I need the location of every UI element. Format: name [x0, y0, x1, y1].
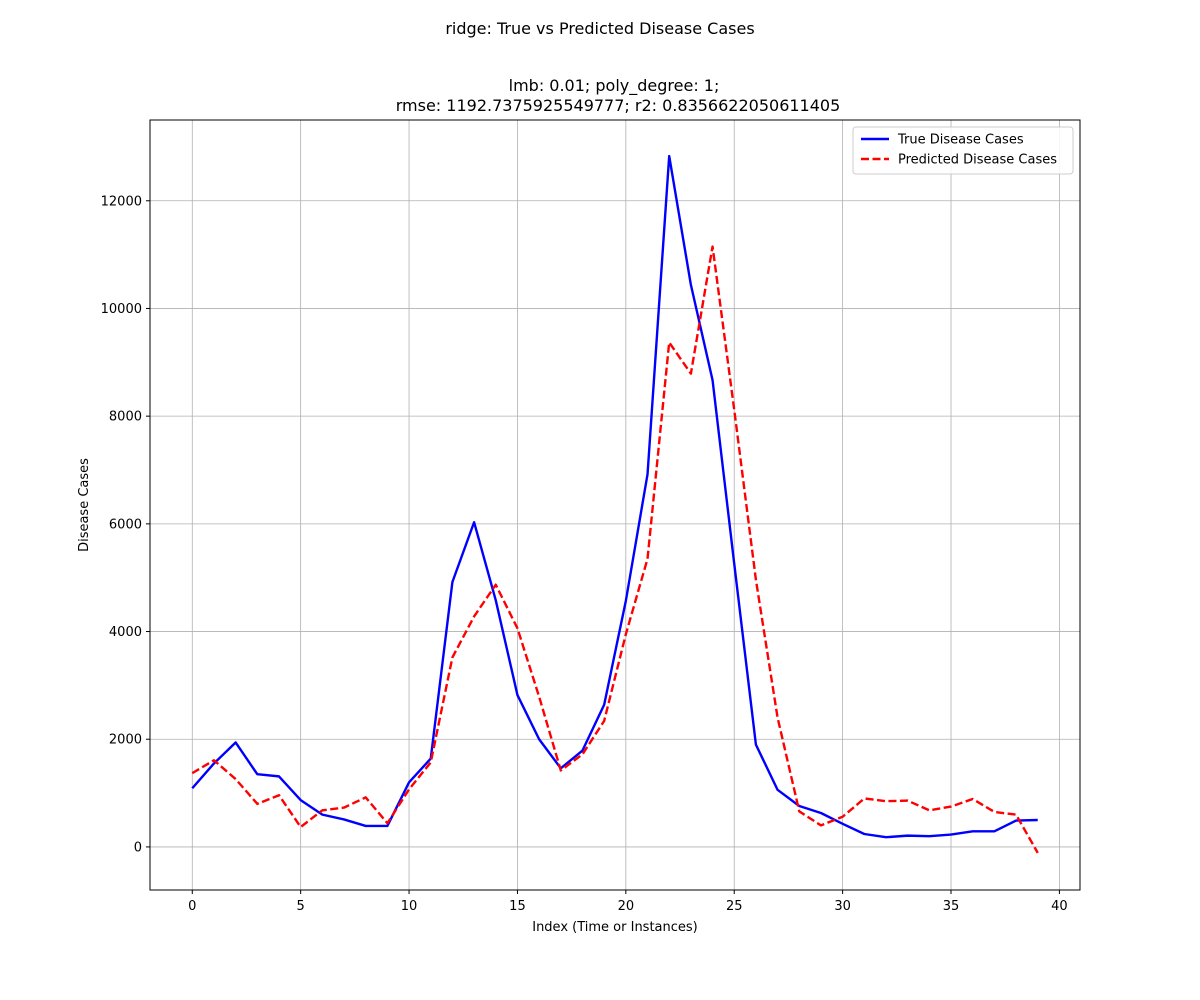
x-tick-label: 5 [297, 899, 305, 914]
chart-suptitle: ridge: True vs Predicted Disease Cases [445, 19, 754, 38]
x-tick-label: 0 [188, 899, 196, 914]
legend: True Disease Cases Predicted Disease Case… [852, 126, 1074, 175]
series-lines [191, 154, 1039, 854]
y-tick-label: 2000 [109, 733, 142, 748]
x-tick-label: 15 [509, 899, 526, 914]
y-axis-label: Disease Cases [77, 458, 92, 552]
series-line-2 [191, 245, 1039, 854]
x-tick-label: 10 [401, 899, 418, 914]
x-tick-label: 30 [834, 899, 851, 914]
x-tick-label: 20 [618, 899, 635, 914]
x-axis-label: Index (Time or Instances) [532, 920, 698, 935]
chart-title-line-2: rmse: 1192.7375925549777; r2: 0.83566220… [396, 96, 841, 115]
y-tick-label: 12000 [101, 194, 142, 209]
x-tick-label: 25 [726, 899, 743, 914]
axis-ticks: 0 5 10 15 20 25 30 35 40 0 2000 4000 6000 8000 10000 12… [101, 194, 1068, 914]
legend-label-2: Predicted Disease Cases [898, 153, 1057, 168]
x-tick-label: 40 [1051, 899, 1068, 914]
legend-box [852, 126, 1074, 175]
y-tick-label: 10000 [101, 302, 142, 317]
axes-frame [149, 119, 1081, 891]
grid [150, 120, 1080, 890]
x-tick-label: 35 [943, 899, 960, 914]
y-tick-label: 4000 [109, 625, 142, 640]
legend-label-1: True Disease Cases [897, 133, 1024, 148]
chart-title-line-1: lmb: 0.01; poly_degree: 1; [509, 76, 720, 96]
y-tick-label: 0 [134, 840, 142, 855]
y-tick-label: 8000 [109, 410, 142, 425]
series-line-1 [191, 154, 1038, 839]
y-tick-label: 6000 [109, 517, 142, 532]
